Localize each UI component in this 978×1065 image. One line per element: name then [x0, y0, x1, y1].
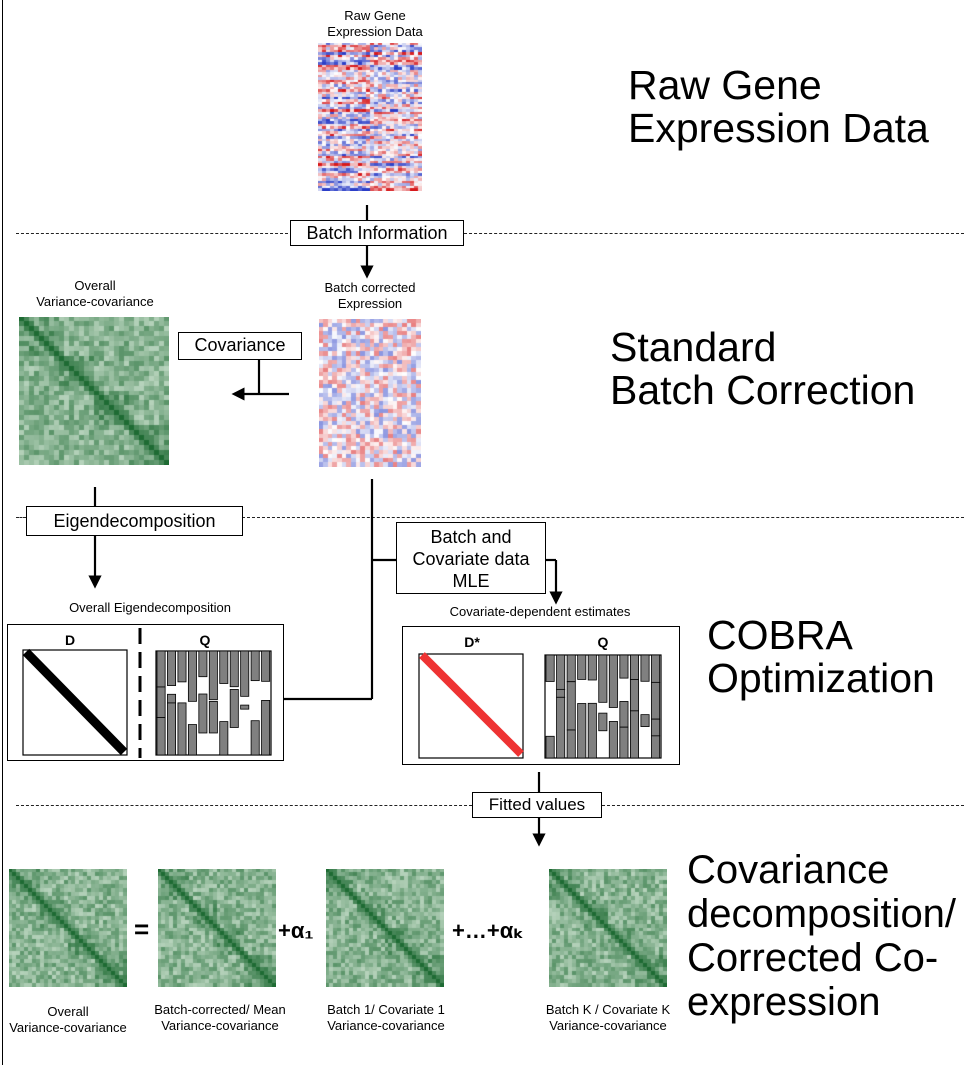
- eigendecomposition-label: Eigendecomposition: [26, 506, 243, 536]
- Dstar-label: D*: [464, 634, 480, 650]
- Q-bar-segment: [261, 700, 271, 756]
- Q-bar-segment: [608, 721, 618, 759]
- separator-line: [464, 233, 964, 234]
- Q-bar-segment: [629, 679, 639, 712]
- Q-bar-segment: [619, 726, 629, 759]
- stage-title-raw: Raw Gene Expression Data: [628, 62, 929, 151]
- Q2-label: Q: [597, 634, 609, 650]
- Q-bar-segment: [177, 650, 187, 683]
- stage-title-decomposition: Covariance decomposition/ Corrected Co- …: [687, 848, 957, 1024]
- Q-bar-segment: [587, 702, 597, 759]
- Q-bar-segment: [167, 693, 177, 704]
- batch-covariate-mle-label: Batch and Covariate data MLE: [396, 522, 546, 594]
- separator-line: [242, 517, 964, 518]
- Q-bar-segment: [156, 650, 166, 688]
- covariate-dependent-label: Covariate-dependent estimates: [449, 604, 631, 619]
- bottom-batch1-label: Batch 1/ Covariate 1 Variance-covariance: [327, 1002, 445, 1033]
- Q-bar-segment: [629, 710, 639, 759]
- Q-bar-segment: [566, 654, 576, 683]
- bottom-batch1-heatmap: [326, 869, 444, 987]
- Q-bar-segment: [577, 654, 587, 680]
- Q-bar-segment: [545, 735, 555, 759]
- separator-line: [16, 233, 288, 234]
- Q-bar-segment: [198, 650, 208, 678]
- Q-bar-segment: [640, 654, 650, 682]
- Q-label: Q: [199, 632, 211, 648]
- bottom-batchK-label: Batch K / Covariate K Variance-covarianc…: [545, 1002, 671, 1033]
- Q-bar-segment: [598, 654, 608, 703]
- Q2-matrix: [544, 654, 662, 759]
- Q-bar-segment: [651, 718, 661, 737]
- Q-bar-segment: [566, 729, 576, 759]
- Q-bar-segment: [619, 654, 629, 679]
- raw-heatmap-label: Raw Gene Expression Data: [327, 8, 423, 39]
- Q-bar-segment: [240, 704, 250, 710]
- Q-bar-segment: [261, 650, 271, 682]
- separator-line: [16, 805, 472, 806]
- Q-bar-segment: [240, 650, 250, 697]
- Q-bar-segment: [651, 654, 661, 683]
- batch-corrected-heatmap: [319, 319, 421, 467]
- stage-title-standard: Standard Batch Correction: [610, 324, 916, 413]
- bottom-overall-heatmap: [9, 869, 127, 987]
- Q-bar-segment: [598, 712, 608, 732]
- stage-title-cobra: COBRA Optimization: [707, 612, 935, 701]
- Q-bar-segment: [219, 721, 229, 756]
- Q-bar-segment: [208, 650, 218, 701]
- overall-varcov-label: Overall Variance-covariance: [36, 278, 154, 309]
- D-label: D: [64, 632, 76, 648]
- Q-bar-segment: [577, 703, 587, 759]
- Q-bar-segment: [156, 686, 166, 718]
- Q-bar-segment: [629, 654, 639, 680]
- Q-bar-segment: [556, 654, 566, 690]
- Q-bar-segment: [187, 650, 197, 702]
- Q-bar-segment: [198, 693, 208, 734]
- Q-bar-segment: [208, 701, 218, 734]
- Dstar-diagonal: [419, 652, 524, 757]
- covariance-label: Covariance: [178, 332, 302, 360]
- bottom-overall-label: Overall Variance-covariance: [9, 1004, 127, 1035]
- fitted-values-label: Fitted values: [472, 792, 602, 818]
- Q-bar-segment: [167, 650, 177, 686]
- plus-dots-alphaK: +…+αₖ: [452, 918, 524, 943]
- Q-matrix: [155, 650, 272, 756]
- raw-expression-heatmap: [318, 43, 422, 191]
- Q-bar-segment: [229, 650, 239, 688]
- separator-line: [16, 517, 26, 518]
- Q-bar-segment: [250, 650, 260, 682]
- batch-corrected-label: Batch corrected Expression: [324, 280, 416, 311]
- separator-line: [602, 805, 964, 806]
- Q-bar-segment: [640, 714, 650, 727]
- Q-bar-segment: [619, 701, 629, 728]
- Q-bar-segment: [651, 735, 661, 759]
- left-border: [2, 0, 3, 1065]
- overall-varcov-heatmap: [19, 317, 169, 465]
- Q-bar-segment: [556, 696, 566, 759]
- D-diagonal: [22, 648, 128, 756]
- Q-bar-segment: [608, 654, 618, 708]
- Q-bar-segment: [177, 702, 187, 756]
- Q-bar-segment: [545, 654, 555, 682]
- Q-bar-segment: [229, 689, 239, 728]
- batch-information-label: Batch Information: [290, 220, 464, 246]
- Q-bar-segment: [187, 724, 197, 756]
- Q-bar-segment: [167, 702, 177, 756]
- Q-bar-segment: [219, 650, 229, 684]
- Q-bar-segment: [556, 688, 566, 698]
- bottom-batch-corrected-heatmap: [158, 869, 276, 987]
- Q-bar-segment: [250, 720, 260, 756]
- Q-bar-segment: [651, 681, 661, 720]
- Q-bar-segment: [566, 681, 576, 731]
- Q-bar-segment: [587, 654, 597, 681]
- bottom-batchK-heatmap: [549, 869, 667, 987]
- plus-alpha1: +α₁: [278, 918, 314, 943]
- bottom-batchcorrected-label: Batch-corrected/ Mean Variance-covarianc…: [154, 1002, 286, 1033]
- equals-sign: =: [134, 914, 150, 944]
- Q-bar-segment: [156, 717, 166, 756]
- overall-eigen-label: Overall Eigendecomposition: [69, 600, 231, 615]
